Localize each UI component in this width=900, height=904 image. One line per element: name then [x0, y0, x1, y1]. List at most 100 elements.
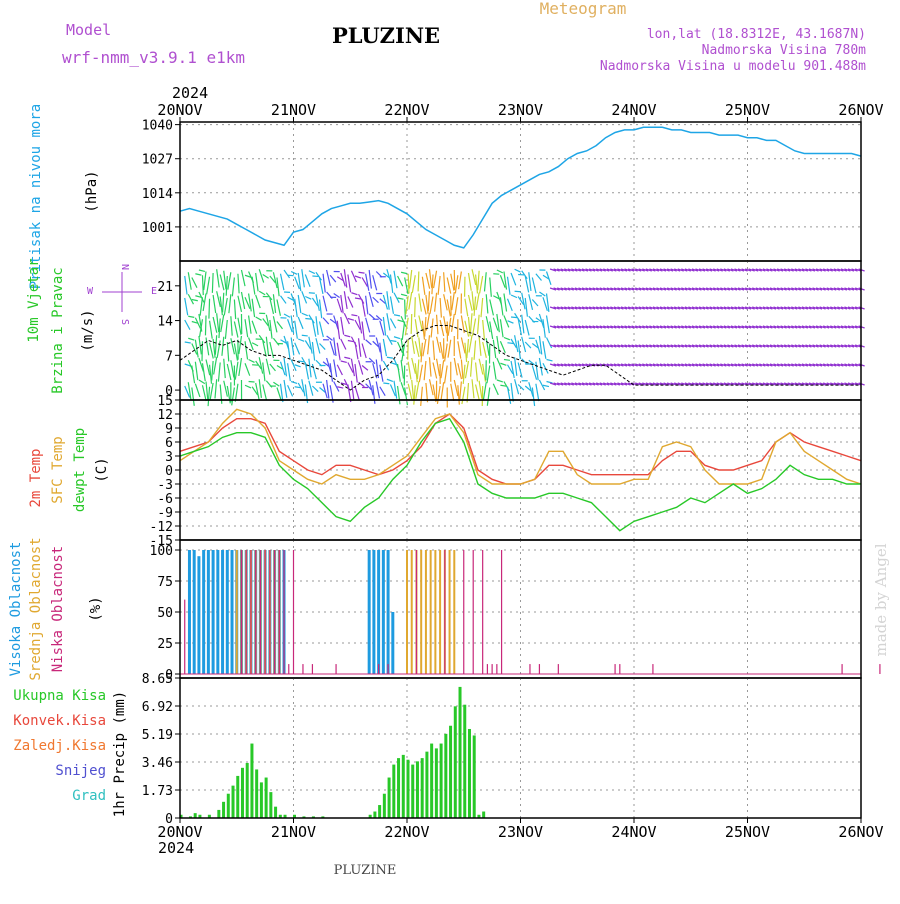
- wind-barb: [490, 300, 494, 316]
- wind-barb: [467, 339, 469, 358]
- cloud-bar-1: [453, 550, 455, 674]
- wind-barb: [239, 358, 242, 376]
- cloud-bar-2: [487, 664, 488, 674]
- wind-barb: [234, 300, 235, 320]
- wind-barb: [511, 317, 517, 318]
- wind-barb: [348, 275, 351, 293]
- wind-barb: [206, 382, 208, 401]
- wind-barb: [202, 385, 206, 401]
- wind-barb: [515, 357, 517, 376]
- wind-barb: [266, 359, 270, 375]
- xtick-label-bottom: 26NOV: [838, 823, 883, 841]
- wind-barb: [408, 362, 411, 380]
- ytick-label: 3.46: [142, 756, 173, 771]
- watermark: made by Angel: [872, 543, 890, 656]
- cloud-bar-2: [335, 664, 336, 674]
- wind-barb: [451, 274, 454, 291]
- ytick-label: -3: [157, 478, 173, 493]
- cloud-bar-2: [501, 550, 502, 674]
- wind-barb: [471, 357, 472, 376]
- cloud-unit: (%): [88, 596, 104, 621]
- wind-barb: [256, 273, 258, 291]
- wind-barb: [390, 275, 392, 293]
- wind-barb: [417, 360, 418, 379]
- wind-barb: [532, 300, 538, 307]
- ytick-label: 1.73: [142, 784, 173, 799]
- wind-barb: [532, 366, 536, 380]
- wind-barb: [224, 298, 227, 315]
- wind-barb: [302, 269, 305, 287]
- cloud-bar-1: [449, 550, 451, 674]
- wind-barb: [408, 274, 409, 294]
- cloud-bar-2: [274, 550, 275, 674]
- cloud-bar-2: [496, 664, 497, 674]
- xtick-label-top: 20NOV: [157, 101, 202, 119]
- wind-barb: [185, 320, 190, 330]
- wind-barb: [478, 315, 480, 334]
- wind-barb: [351, 381, 353, 399]
- wind-barb: [398, 386, 400, 404]
- wind-barb: [330, 275, 336, 282]
- cloud-bar-0: [387, 550, 390, 674]
- wind-barb: [263, 275, 269, 279]
- wind-barb: [411, 314, 412, 334]
- wind-barb: [398, 298, 404, 299]
- wind-barb: [515, 335, 518, 352]
- ytick-label: 100: [150, 544, 173, 559]
- wind-barb: [199, 380, 205, 384]
- wind-barb: [215, 379, 217, 398]
- wind-barb: [323, 296, 327, 312]
- wind-barb: [412, 275, 415, 292]
- wind-barb: [277, 300, 280, 316]
- cloud-bar-2: [241, 550, 242, 674]
- wind-barb: [291, 382, 297, 384]
- precip-bar: [416, 761, 419, 818]
- precip-bar: [397, 758, 400, 818]
- wind-barb: [497, 270, 503, 273]
- xtick-label-top: 26NOV: [838, 101, 883, 119]
- wind-barb: [507, 343, 513, 344]
- precip-bar: [430, 744, 433, 818]
- wind-barb: [430, 297, 433, 314]
- wind-barb: [441, 382, 444, 400]
- cloud-bar-2: [279, 550, 280, 674]
- wind-unit: (m/s): [80, 309, 96, 351]
- cloud-bar-1: [439, 550, 441, 674]
- precip-bar: [482, 812, 485, 818]
- wind-barb: [515, 291, 521, 292]
- wind-barb: [205, 316, 206, 336]
- wind-barb: [192, 388, 194, 406]
- wind-barb: [219, 319, 220, 339]
- wind-barb: [493, 384, 498, 395]
- cloud-bar-2: [255, 550, 256, 674]
- cloud-label-low: Niska Oblacnost: [50, 546, 66, 672]
- wind-barb: [383, 339, 386, 356]
- model-label: Model: [66, 21, 111, 39]
- precip-bar: [473, 735, 476, 818]
- wind-barb: [429, 379, 433, 395]
- precip-legend-1: Konvek.Kisa: [13, 713, 106, 729]
- wind-barb: [259, 357, 262, 373]
- temp-line-2: [180, 419, 861, 531]
- precip-bar: [444, 734, 447, 818]
- wind-barb: [305, 319, 311, 320]
- cloud-bar-2: [288, 664, 289, 674]
- wind-barb: [462, 387, 465, 404]
- cloud-bar-2: [539, 664, 540, 674]
- wind-barb: [225, 320, 227, 339]
- wind-barb: [210, 343, 214, 359]
- wind-barb: [241, 270, 245, 286]
- wind-barb: [448, 318, 451, 336]
- wind-barb: [493, 362, 496, 380]
- wind-barb: [224, 359, 226, 378]
- wind-barb: [433, 385, 436, 402]
- wind-barb: [323, 318, 329, 324]
- wind-barb: [320, 322, 324, 337]
- wind-barb: [302, 335, 308, 336]
- wind-barb: [232, 278, 234, 297]
- wind-barb: [522, 315, 524, 334]
- wind-barb: [416, 382, 419, 399]
- wind-barb: [351, 315, 357, 316]
- ytick-label: 9: [165, 422, 173, 437]
- wind-barb: [428, 335, 430, 354]
